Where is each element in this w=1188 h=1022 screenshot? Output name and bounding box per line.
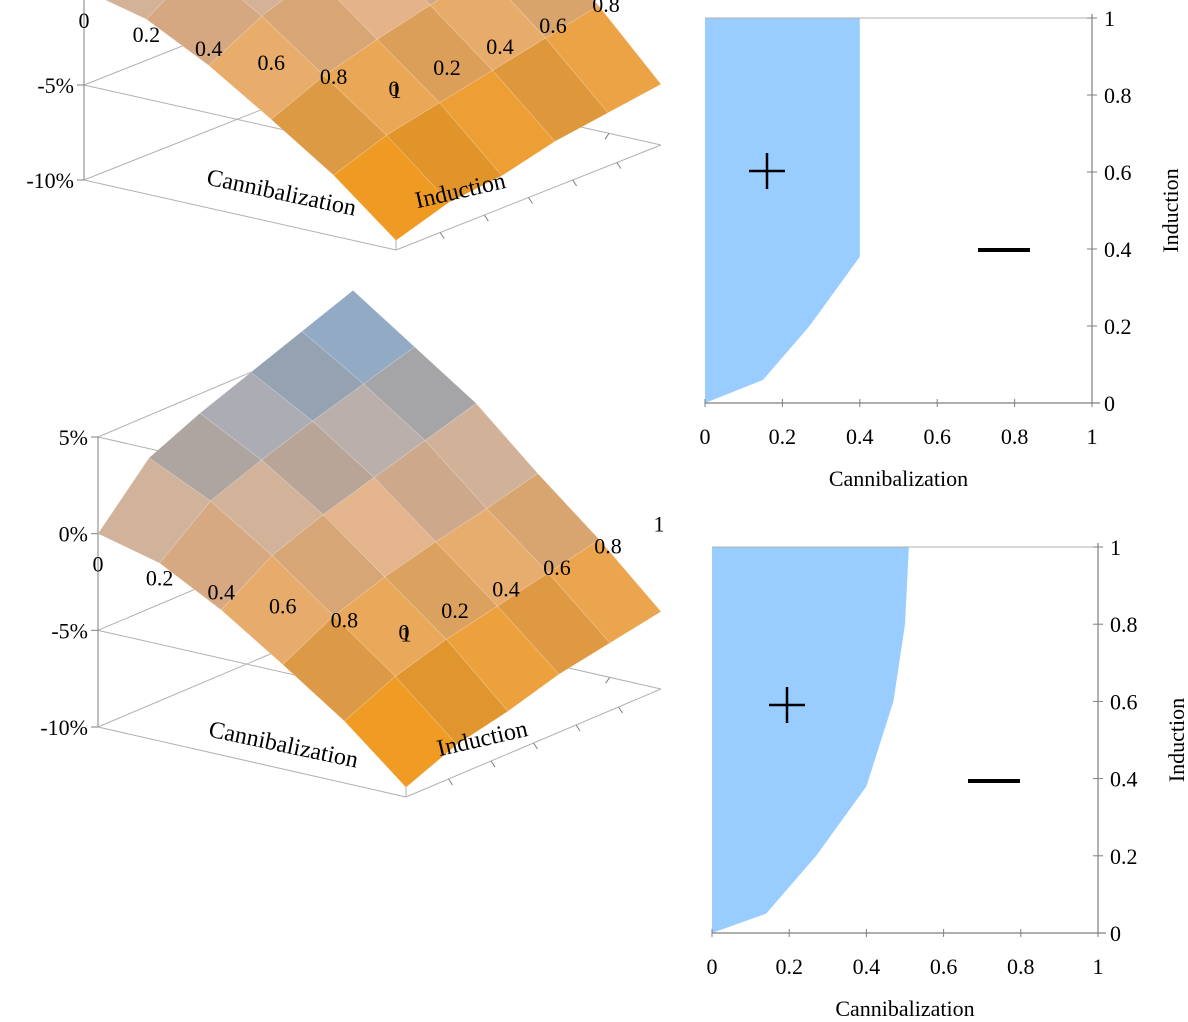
positive-region [705,18,860,403]
x-tick-label: 0.6 [269,594,297,619]
surface-patch [547,539,662,644]
y-tick-label: 0.2 [441,598,469,623]
surface-patch [104,0,166,20]
y-tick-label: 0.8 [1110,612,1138,637]
axis-title-cannibalization: Cannibalization [206,717,360,774]
floor-tick [604,133,610,140]
x-tick-label: 0.2 [775,954,803,979]
y-tick-label: 1 [1104,6,1115,31]
y-tick-label: 0.6 [543,555,571,580]
x-tick-label: 0.8 [1007,954,1035,979]
y-tick-label: 0.4 [486,34,514,59]
x-tick-label: 0.2 [769,424,797,449]
z-tick-label: 0% [59,522,88,547]
y-tick-label: 0.2 [1104,314,1132,339]
floor-tick [575,724,581,732]
z-tick-label: -5% [37,73,74,98]
z-tick-label: -5% [51,618,88,643]
x-tick-label: 0.2 [133,22,161,47]
x-tick-label: 0.4 [207,580,235,605]
surface-chart-top-left: 5%0%-5%-10%00.20.40.60.8100.20.40.60.81C… [26,0,662,251]
floor-tick [448,778,453,786]
z-tick-label: 0% [45,0,74,3]
x-tick-label: 0.6 [930,954,958,979]
x-tick-label: 1 [1087,424,1098,449]
y-tick-label: 0 [399,620,410,645]
z-gridline [83,179,397,251]
x-tick-label: 0.8 [331,608,359,633]
y-tick-label: 0.6 [1110,689,1138,714]
y-tick-label: 0.4 [1104,237,1132,262]
x-axis-title: Cannibalization [829,466,968,491]
positive-region [712,547,909,933]
y-tick-label: 0.6 [539,13,567,38]
x-tick-label: 0.2 [146,566,174,591]
y-tick-label: 0.4 [1110,767,1138,792]
x-tick-label: 0 [700,424,711,449]
x-tick-label: 0.8 [320,64,348,89]
surface-patch [242,0,284,17]
floor-tick [439,232,445,239]
floor-tick [618,706,623,714]
y-tick-label: 0 [1110,921,1121,946]
y-axis-title: Induction [1164,698,1188,782]
floor-tick [483,214,489,222]
x-axis-title: Cannibalization [835,996,974,1021]
y-tick-label: 0.4 [492,576,520,601]
x-tick-label: 0 [93,552,104,577]
floor-tick [616,162,622,169]
x-tick-label: 1 [401,622,412,647]
y-tick-label: 0.8 [592,0,620,17]
x-tick-label: 0.6 [257,50,285,75]
floor-tick [490,760,496,768]
x-tick-label: 0.4 [195,36,223,61]
y-tick-label: 0.2 [433,55,461,80]
x-tick-label: 0.8 [1001,424,1029,449]
floor-tick [533,742,538,750]
plus-marker [749,153,785,189]
x-tick-label: 1 [1093,954,1104,979]
y-tick-label: 0.6 [1104,160,1132,185]
x-tick-label: 0 [79,8,90,33]
floor-tick [528,197,533,204]
surface-patch [545,5,662,114]
y-axis-title: Induction [1158,168,1183,252]
y-tick-label: 0.8 [1104,83,1132,108]
z-tick-label: 5% [59,425,88,450]
y-tick-label: 0 [389,76,400,101]
x-tick-label: 0.6 [923,424,951,449]
plus-marker [769,687,805,723]
y-tick-label: 1 [654,512,665,537]
y-tick-label: 0 [1104,391,1115,416]
y-tick-label: 0.2 [1110,844,1138,869]
x-tick-label: 1 [391,78,402,103]
x-tick-label: 0.4 [853,954,881,979]
region-chart-top-right: 0 0.2 0.4 0.6 0.8 100.20.40.60.81Cannibalizat… [700,6,1184,491]
y-tick-label: 0.8 [594,533,622,558]
surface-patch [425,0,439,6]
z-tick-label: -10% [26,168,74,193]
z-tick-label: -10% [40,715,88,740]
x-tick-label: 0.4 [846,424,874,449]
surface-chart-bottom-left: 5%0%-5%-10%00.20.40.60.8100.20.40.60.81C… [40,289,665,798]
floor-tick [605,677,611,684]
x-tick-label: 0 [707,954,718,979]
y-tick-label: 1 [1110,535,1121,560]
floor-tick [572,179,578,187]
z-gridline [97,726,407,798]
region-chart-bottom-right: 0 0.2 0.4 0.6 0.8 100.20.40.60.81Cannibalizat… [707,535,1188,1021]
